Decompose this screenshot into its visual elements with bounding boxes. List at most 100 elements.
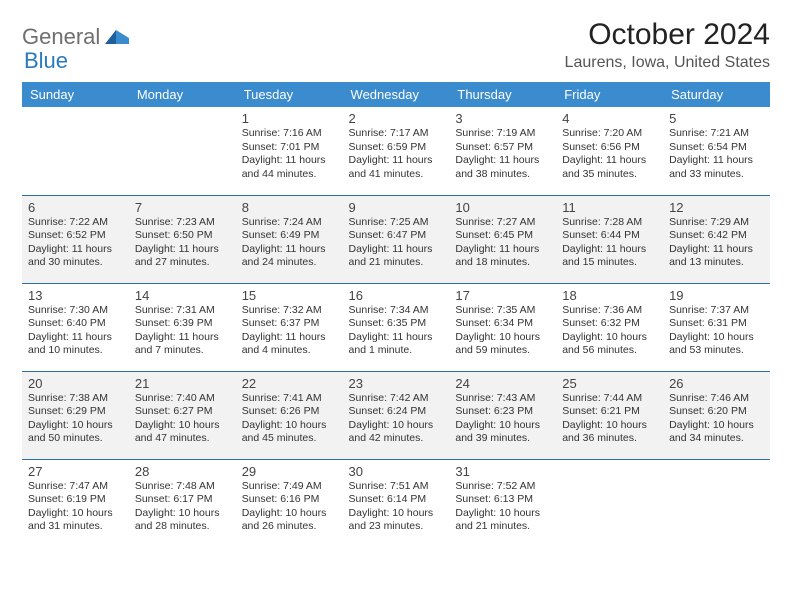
day-cell: 6Sunrise: 7:22 AMSunset: 6:52 PMDaylight… <box>22 195 129 283</box>
day-info: Sunrise: 7:19 AMSunset: 6:57 PMDaylight:… <box>455 127 550 182</box>
day-cell: 27Sunrise: 7:47 AMSunset: 6:19 PMDayligh… <box>22 459 129 547</box>
day-info: Sunrise: 7:40 AMSunset: 6:27 PMDaylight:… <box>135 392 230 447</box>
calendar-page: General October 2024 Laurens, Iowa, Unit… <box>0 0 792 557</box>
day-number: 19 <box>669 288 764 303</box>
day-info: Sunrise: 7:30 AMSunset: 6:40 PMDaylight:… <box>28 304 123 359</box>
day-cell: 21Sunrise: 7:40 AMSunset: 6:27 PMDayligh… <box>129 371 236 459</box>
week-row: 20Sunrise: 7:38 AMSunset: 6:29 PMDayligh… <box>22 371 770 459</box>
day-info: Sunrise: 7:38 AMSunset: 6:29 PMDaylight:… <box>28 392 123 447</box>
day-info: Sunrise: 7:21 AMSunset: 6:54 PMDaylight:… <box>669 127 764 182</box>
day-info: Sunrise: 7:16 AMSunset: 7:01 PMDaylight:… <box>242 127 337 182</box>
day-info: Sunrise: 7:29 AMSunset: 6:42 PMDaylight:… <box>669 216 764 271</box>
day-number: 2 <box>349 111 444 126</box>
day-info: Sunrise: 7:34 AMSunset: 6:35 PMDaylight:… <box>349 304 444 359</box>
day-number: 7 <box>135 200 230 215</box>
day-info: Sunrise: 7:48 AMSunset: 6:17 PMDaylight:… <box>135 480 230 535</box>
logo-text-general: General <box>22 24 100 50</box>
day-cell: 29Sunrise: 7:49 AMSunset: 6:16 PMDayligh… <box>236 459 343 547</box>
day-number: 17 <box>455 288 550 303</box>
week-row: 13Sunrise: 7:30 AMSunset: 6:40 PMDayligh… <box>22 283 770 371</box>
day-cell: 22Sunrise: 7:41 AMSunset: 6:26 PMDayligh… <box>236 371 343 459</box>
day-number: 28 <box>135 464 230 479</box>
day-info: Sunrise: 7:43 AMSunset: 6:23 PMDaylight:… <box>455 392 550 447</box>
day-number: 18 <box>562 288 657 303</box>
header: General October 2024 Laurens, Iowa, Unit… <box>22 18 770 72</box>
week-row: 27Sunrise: 7:47 AMSunset: 6:19 PMDayligh… <box>22 459 770 547</box>
logo: General <box>22 18 132 50</box>
day-number: 14 <box>135 288 230 303</box>
day-info: Sunrise: 7:22 AMSunset: 6:52 PMDaylight:… <box>28 216 123 271</box>
logo-text-blue: Blue <box>24 48 68 74</box>
day-info: Sunrise: 7:41 AMSunset: 6:26 PMDaylight:… <box>242 392 337 447</box>
day-cell: 7Sunrise: 7:23 AMSunset: 6:50 PMDaylight… <box>129 195 236 283</box>
day-number: 30 <box>349 464 444 479</box>
day-info: Sunrise: 7:52 AMSunset: 6:13 PMDaylight:… <box>455 480 550 535</box>
day-cell: 4Sunrise: 7:20 AMSunset: 6:56 PMDaylight… <box>556 107 663 195</box>
day-cell: 24Sunrise: 7:43 AMSunset: 6:23 PMDayligh… <box>449 371 556 459</box>
day-info: Sunrise: 7:20 AMSunset: 6:56 PMDaylight:… <box>562 127 657 182</box>
day-cell: 26Sunrise: 7:46 AMSunset: 6:20 PMDayligh… <box>663 371 770 459</box>
day-number: 11 <box>562 200 657 215</box>
day-number: 29 <box>242 464 337 479</box>
day-number: 15 <box>242 288 337 303</box>
day-number: 8 <box>242 200 337 215</box>
dayhead-sat: Saturday <box>663 82 770 107</box>
day-cell: 25Sunrise: 7:44 AMSunset: 6:21 PMDayligh… <box>556 371 663 459</box>
day-info: Sunrise: 7:24 AMSunset: 6:49 PMDaylight:… <box>242 216 337 271</box>
day-info: Sunrise: 7:49 AMSunset: 6:16 PMDaylight:… <box>242 480 337 535</box>
day-cell: 19Sunrise: 7:37 AMSunset: 6:31 PMDayligh… <box>663 283 770 371</box>
day-info: Sunrise: 7:28 AMSunset: 6:44 PMDaylight:… <box>562 216 657 271</box>
dayhead-fri: Friday <box>556 82 663 107</box>
day-info: Sunrise: 7:47 AMSunset: 6:19 PMDaylight:… <box>28 480 123 535</box>
dayhead-mon: Monday <box>129 82 236 107</box>
day-number: 24 <box>455 376 550 391</box>
dayhead-sun: Sunday <box>22 82 129 107</box>
day-cell: 13Sunrise: 7:30 AMSunset: 6:40 PMDayligh… <box>22 283 129 371</box>
day-number: 12 <box>669 200 764 215</box>
day-number: 31 <box>455 464 550 479</box>
day-number: 20 <box>28 376 123 391</box>
day-number: 13 <box>28 288 123 303</box>
title-block: October 2024 Laurens, Iowa, United State… <box>565 18 770 72</box>
day-cell: 30Sunrise: 7:51 AMSunset: 6:14 PMDayligh… <box>343 459 450 547</box>
day-info: Sunrise: 7:32 AMSunset: 6:37 PMDaylight:… <box>242 304 337 359</box>
day-number: 26 <box>669 376 764 391</box>
day-number: 23 <box>349 376 444 391</box>
empty-cell <box>663 459 770 547</box>
day-cell: 17Sunrise: 7:35 AMSunset: 6:34 PMDayligh… <box>449 283 556 371</box>
day-info: Sunrise: 7:44 AMSunset: 6:21 PMDaylight:… <box>562 392 657 447</box>
dayhead-wed: Wednesday <box>343 82 450 107</box>
day-cell: 10Sunrise: 7:27 AMSunset: 6:45 PMDayligh… <box>449 195 556 283</box>
day-header-row: Sunday Monday Tuesday Wednesday Thursday… <box>22 82 770 107</box>
day-info: Sunrise: 7:23 AMSunset: 6:50 PMDaylight:… <box>135 216 230 271</box>
day-number: 9 <box>349 200 444 215</box>
empty-cell <box>129 107 236 195</box>
day-cell: 20Sunrise: 7:38 AMSunset: 6:29 PMDayligh… <box>22 371 129 459</box>
day-info: Sunrise: 7:42 AMSunset: 6:24 PMDaylight:… <box>349 392 444 447</box>
day-number: 3 <box>455 111 550 126</box>
day-info: Sunrise: 7:27 AMSunset: 6:45 PMDaylight:… <box>455 216 550 271</box>
day-cell: 11Sunrise: 7:28 AMSunset: 6:44 PMDayligh… <box>556 195 663 283</box>
calendar-table: Sunday Monday Tuesday Wednesday Thursday… <box>22 82 770 547</box>
day-number: 25 <box>562 376 657 391</box>
dayhead-thu: Thursday <box>449 82 556 107</box>
day-cell: 9Sunrise: 7:25 AMSunset: 6:47 PMDaylight… <box>343 195 450 283</box>
day-number: 6 <box>28 200 123 215</box>
day-cell: 5Sunrise: 7:21 AMSunset: 6:54 PMDaylight… <box>663 107 770 195</box>
empty-cell <box>22 107 129 195</box>
day-number: 16 <box>349 288 444 303</box>
week-row: 6Sunrise: 7:22 AMSunset: 6:52 PMDaylight… <box>22 195 770 283</box>
day-cell: 16Sunrise: 7:34 AMSunset: 6:35 PMDayligh… <box>343 283 450 371</box>
day-info: Sunrise: 7:17 AMSunset: 6:59 PMDaylight:… <box>349 127 444 182</box>
day-number: 10 <box>455 200 550 215</box>
day-cell: 3Sunrise: 7:19 AMSunset: 6:57 PMDaylight… <box>449 107 556 195</box>
day-cell: 15Sunrise: 7:32 AMSunset: 6:37 PMDayligh… <box>236 283 343 371</box>
dayhead-tue: Tuesday <box>236 82 343 107</box>
day-cell: 8Sunrise: 7:24 AMSunset: 6:49 PMDaylight… <box>236 195 343 283</box>
day-cell: 1Sunrise: 7:16 AMSunset: 7:01 PMDaylight… <box>236 107 343 195</box>
day-cell: 12Sunrise: 7:29 AMSunset: 6:42 PMDayligh… <box>663 195 770 283</box>
month-title: October 2024 <box>565 18 770 52</box>
day-info: Sunrise: 7:37 AMSunset: 6:31 PMDaylight:… <box>669 304 764 359</box>
day-cell: 23Sunrise: 7:42 AMSunset: 6:24 PMDayligh… <box>343 371 450 459</box>
location: Laurens, Iowa, United States <box>565 54 770 72</box>
